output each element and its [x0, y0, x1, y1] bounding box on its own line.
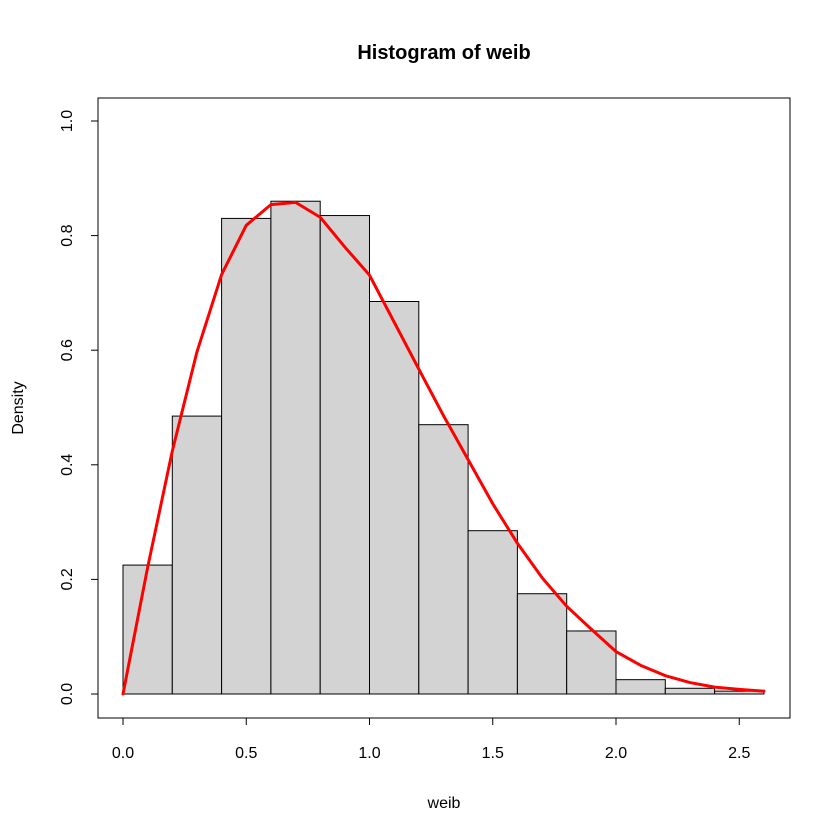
- histogram-bar: [516, 593, 568, 695]
- y-tick-label: 1.0: [59, 110, 76, 132]
- y-axis-label: Density: [10, 381, 27, 434]
- y-axis: 0.0 0.2 0.4 0.6 0.8 1.0: [59, 110, 99, 705]
- y-tick-label: 0.4: [59, 454, 76, 476]
- x-tick-label: 0.5: [235, 745, 257, 762]
- density-curve: [121, 200, 766, 696]
- y-tick-label: 0.2: [59, 568, 76, 590]
- x-tick-label: 2.5: [728, 745, 750, 762]
- histogram-bar: [566, 630, 617, 695]
- histogram-bar: [221, 217, 272, 695]
- histogram-bar: [418, 424, 469, 695]
- y-tick-label: 0.6: [59, 339, 76, 361]
- histogram-bar: [467, 530, 518, 695]
- histogram-bar: [122, 564, 173, 695]
- x-tick-label: 1.0: [358, 745, 380, 762]
- histogram-bar: [369, 300, 420, 695]
- density-curve-group: [121, 200, 766, 696]
- histogram-bar: [270, 200, 321, 695]
- x-axis-label: weib: [427, 795, 461, 812]
- chart-title: Histogram of weib: [357, 42, 530, 64]
- y-tick-label: 0.0: [59, 683, 76, 705]
- x-tick-label: 1.5: [482, 745, 504, 762]
- histogram-bar: [664, 687, 716, 695]
- histogram-bars: [122, 200, 765, 695]
- x-axis: 0.0 0.5 1.0 1.5 2.0 2.5: [112, 717, 750, 762]
- histogram-bar: [171, 415, 223, 695]
- x-tick-label: 0.0: [112, 745, 134, 762]
- y-tick-label: 0.8: [59, 224, 76, 246]
- x-tick-label: 2.0: [605, 745, 627, 762]
- histogram-bar: [319, 215, 371, 695]
- histogram-bar: [615, 679, 666, 695]
